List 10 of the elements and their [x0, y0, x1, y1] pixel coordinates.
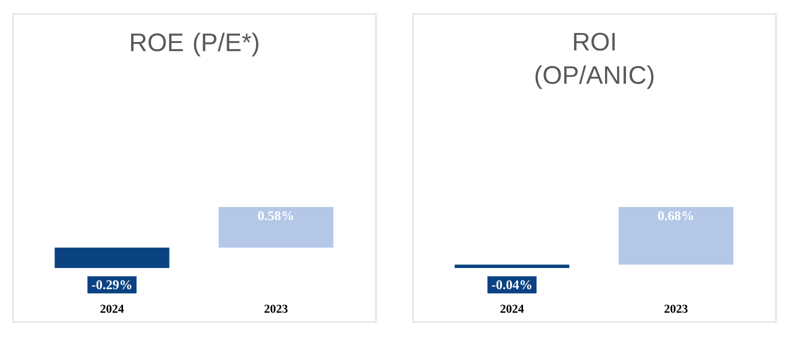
data-label: 0.58%	[258, 211, 294, 220]
data-label: -0.04%	[492, 280, 532, 290]
x-tick-label: 2023	[664, 304, 688, 313]
chart-title: ROE (P/E*)	[131, 32, 258, 56]
chart-title: ROI (OP/ANIC)	[536, 32, 654, 89]
x-tick-label: 2024	[100, 304, 124, 313]
x-tick-label: 2024	[500, 304, 524, 313]
data-label: 0.68%	[658, 211, 694, 220]
x-tick-label: 2023	[264, 304, 288, 313]
data-label: -0.29%	[92, 280, 132, 290]
